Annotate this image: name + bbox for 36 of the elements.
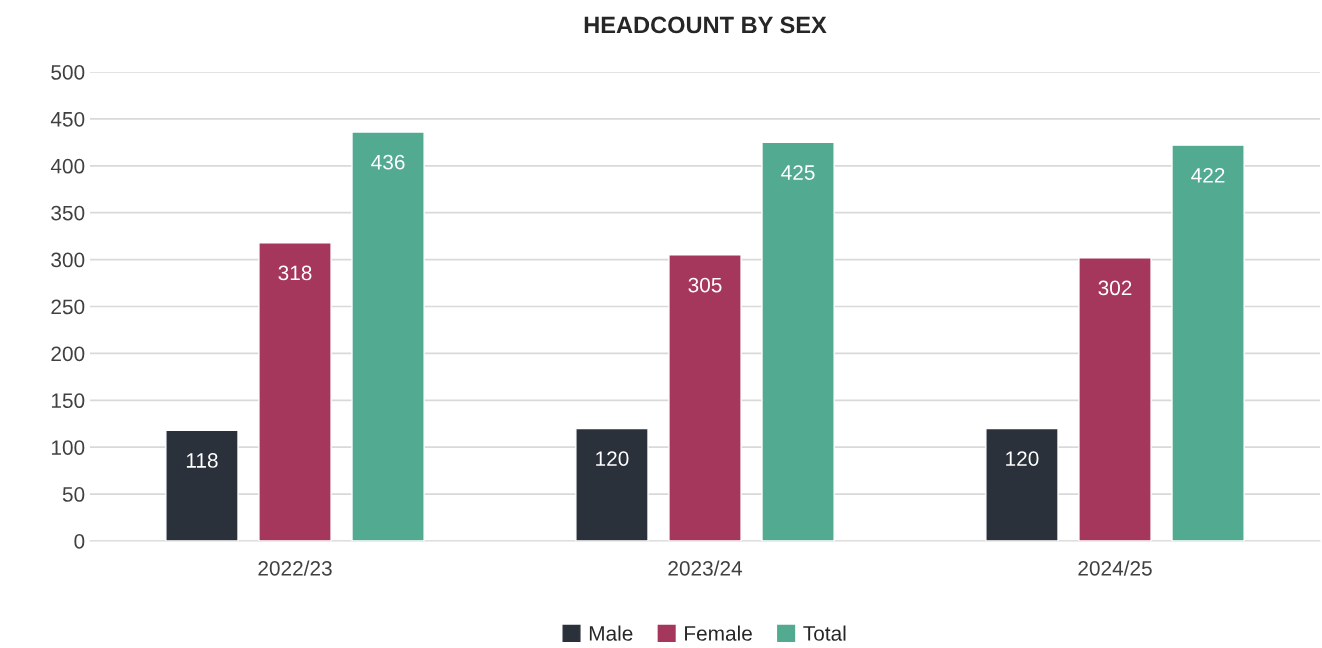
y-tick-label: 250 — [51, 299, 85, 315]
x-tick-label: 2024/25 — [1078, 560, 1152, 576]
bar — [351, 131, 425, 541]
y-tick-label: 400 — [50, 158, 85, 174]
bar — [258, 242, 332, 541]
y-tick-label: 200 — [51, 346, 85, 362]
bar — [668, 254, 742, 541]
data-label: 318 — [278, 265, 312, 281]
data-label: 302 — [1098, 280, 1132, 296]
bar — [1078, 257, 1152, 541]
y-tick-label: 350 — [51, 205, 85, 221]
y-tick-label: 50 — [62, 487, 85, 502]
y-tick-label: 150 — [51, 393, 85, 409]
data-label: 425 — [781, 165, 815, 180]
y-tick-label: 500 — [51, 65, 85, 80]
bar — [575, 427, 649, 541]
y-tick-label: 100 — [51, 440, 85, 455]
y-tick-label: 0 — [74, 534, 85, 549]
data-label: 422 — [1191, 167, 1225, 183]
bar — [1171, 144, 1245, 541]
data-label: 120 — [1006, 451, 1039, 466]
bar — [985, 427, 1059, 541]
data-label: 120 — [596, 451, 629, 466]
y-tick-label: 450 — [50, 111, 85, 127]
data-label: 118 — [186, 453, 218, 468]
x-tick-label: 2022/23 — [258, 560, 332, 576]
data-label: 436 — [371, 154, 405, 170]
legend-label: Male — [589, 625, 633, 641]
bar — [165, 429, 239, 541]
data-label: 305 — [688, 277, 722, 293]
legend-label: Total — [803, 625, 846, 641]
x-tick-label: 2023/24 — [668, 560, 743, 576]
bar — [761, 141, 835, 541]
legend-label: Female — [685, 625, 752, 641]
y-tick-label: 300 — [51, 252, 85, 268]
chart-title: HEADCOUNT BY SEX — [584, 16, 827, 34]
